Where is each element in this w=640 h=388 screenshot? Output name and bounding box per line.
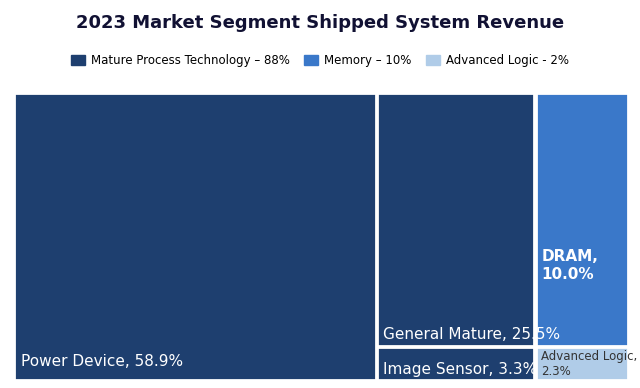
Bar — [14, 93, 376, 380]
Text: Image Sensor, 3.3%: Image Sensor, 3.3% — [383, 362, 537, 376]
Text: Power Device, 58.9%: Power Device, 58.9% — [22, 354, 184, 369]
Legend: Mature Process Technology – 88%, Memory – 10%, Advanced Logic - 2%: Mature Process Technology – 88%, Memory … — [67, 49, 573, 72]
Bar — [536, 93, 628, 346]
Bar — [378, 347, 534, 380]
Text: DRAM,
10.0%: DRAM, 10.0% — [541, 249, 598, 282]
Bar — [536, 347, 628, 380]
Text: 2023 Market Segment Shipped System Revenue: 2023 Market Segment Shipped System Reven… — [76, 14, 564, 31]
Bar — [378, 93, 534, 346]
Text: Advanced Logic,
2.3%: Advanced Logic, 2.3% — [541, 350, 637, 378]
Text: General Mature, 25.5%: General Mature, 25.5% — [383, 327, 560, 342]
